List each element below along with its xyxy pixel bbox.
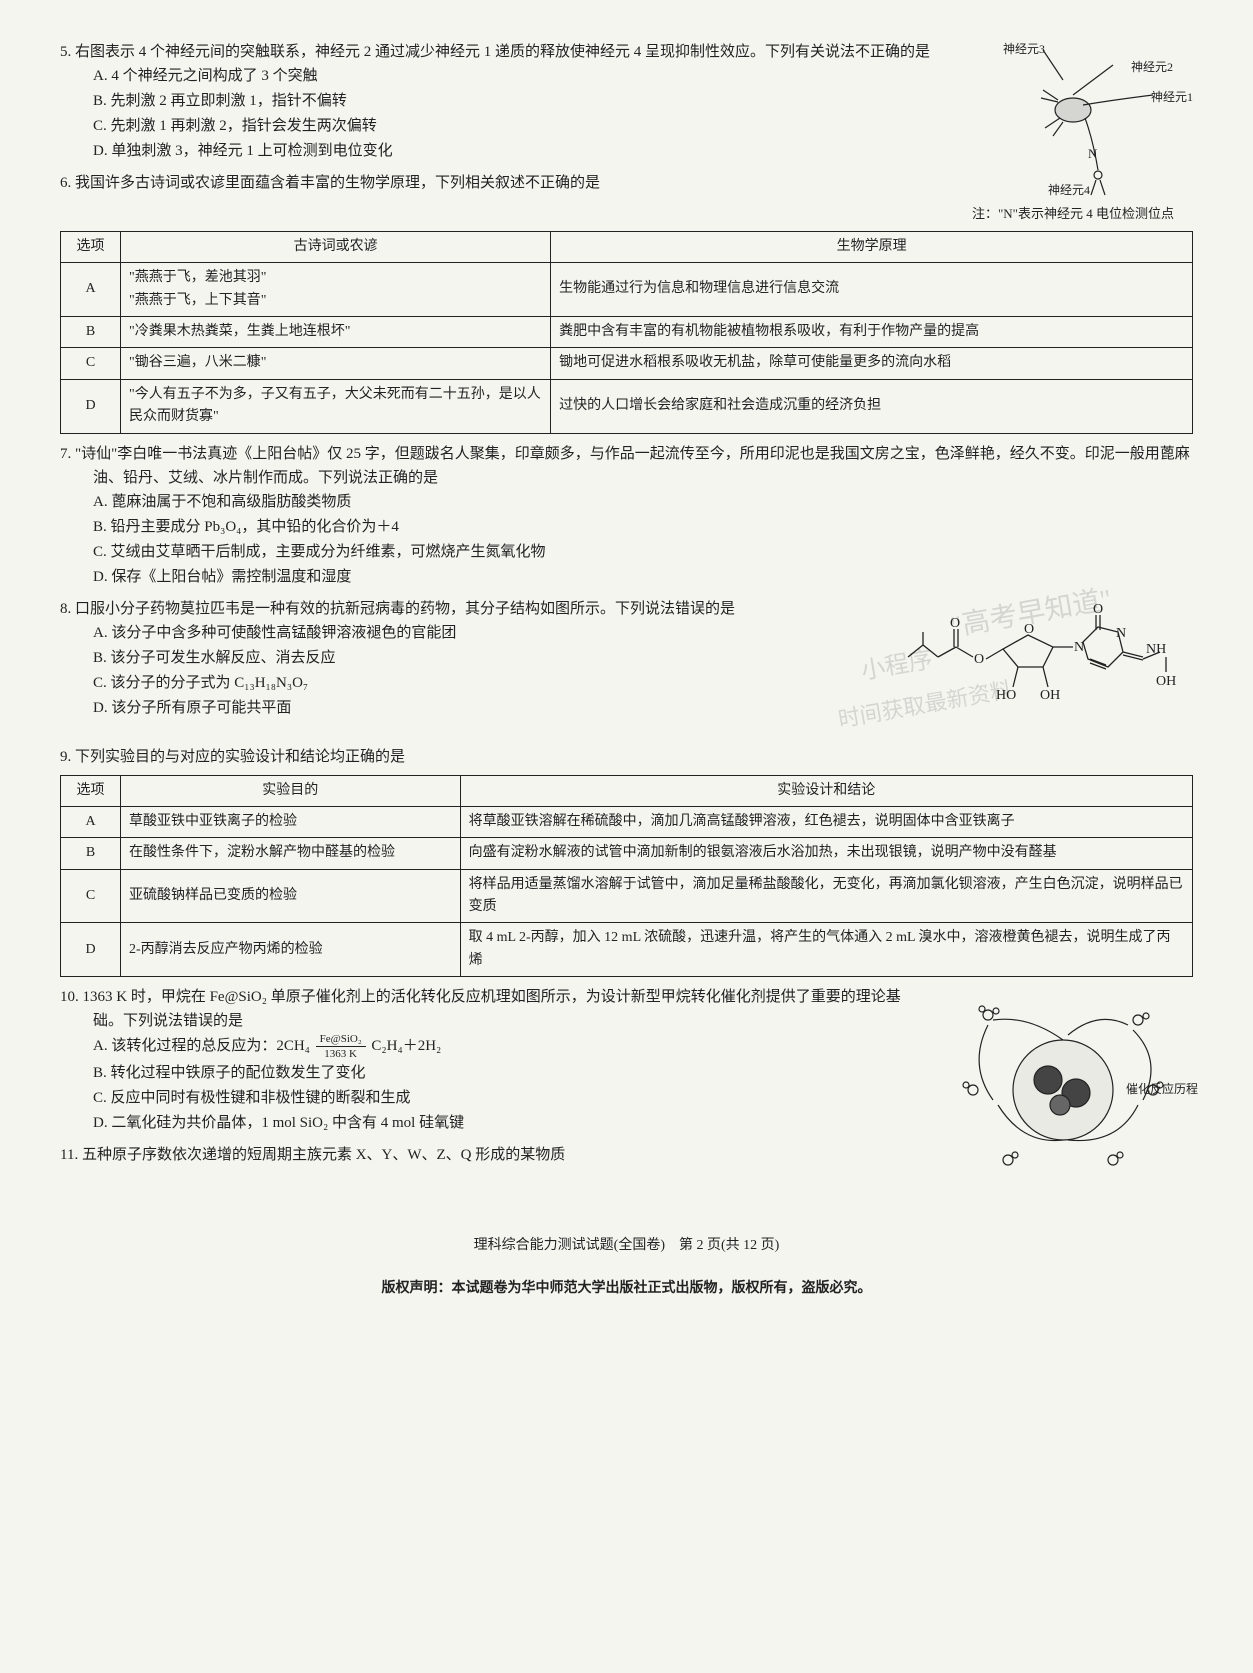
q7-opt-a: A. 蓖麻油属于不饱和高级脂肪酸类物质 [93, 490, 1193, 514]
q9-r2-c2: 将样品用适量蒸馏水溶解于试管中，滴加足量稀盐酸酸化，无变化，再滴加氯化钡溶液，产… [460, 869, 1192, 923]
svg-text:NH: NH [1146, 642, 1166, 657]
q9-r1-c0: B [61, 838, 121, 869]
q6-r1-c2: 粪肥中含有丰富的有机物能被植物根系吸收，有利于作物产量的提高 [551, 316, 1193, 347]
q6-r2-c2: 锄地可促进水稻根系吸收无机盐，除草可使能量更多的流向水稻 [551, 348, 1193, 379]
q6-r2-c0: C [61, 348, 121, 379]
q6-r3-c2: 过快的人口增长会给家庭和社会造成沉重的经济负担 [551, 379, 1193, 433]
question-7: 7. "诗仙"李白唯一书法真迹《上阳台帖》仅 25 字，但题跋名人聚集，印章颇多… [60, 442, 1193, 589]
svg-text:OH: OH [1040, 688, 1060, 703]
table-row: D"今人有五子不为多，子又有五子，大父未死而有二十五孙，是以人民众而财货寡"过快… [61, 379, 1193, 433]
table-row: A草酸亚铁中亚铁离子的检验将草酸亚铁溶解在稀硫酸中，滴加几滴高锰酸钾溶液，红色褪… [61, 806, 1193, 837]
page-footer: 理科综合能力测试试题(全国卷) 第 2 页(共 12 页) [60, 1235, 1193, 1257]
q6-r0-c0: A [61, 263, 121, 317]
neuron-4-label: 神经元4 [1048, 181, 1090, 200]
q6-r3-c1: "今人有五子不为多，子又有五子，大父未死而有二十五孙，是以人民众而财货寡" [121, 379, 551, 433]
q9-r2-c0: C [61, 869, 121, 923]
neuron-3-label: 神经元3 [1003, 40, 1045, 59]
neuron-diagram: N 神经元3 神经元2 神经元1 神经元4 [953, 40, 1193, 200]
mechanism-diagram: 催化反应历程 [933, 985, 1193, 1205]
question-5: N 神经元3 神经元2 神经元1 神经元4 注："N"表示神经元 4 电位检测位… [60, 40, 1193, 163]
molecule-svg: O O O HO OH N O [898, 597, 1188, 737]
svg-text:N: N [1116, 626, 1126, 641]
q7-opt-d: D. 保存《上阳台帖》需控制温度和湿度 [93, 565, 1193, 589]
q6-th-0: 选项 [61, 231, 121, 262]
svg-text:N: N [1088, 146, 1098, 161]
q9-r2-c1: 亚硫酸钠样品已变质的检验 [121, 869, 461, 923]
svg-text:O: O [974, 652, 984, 667]
svg-text:O: O [950, 616, 960, 631]
question-10: 催化反应历程 10. 1363 K 时，甲烷在 Fe@SiO₂ 单原子催化剂上的… [60, 985, 1193, 1135]
q6-r1-c1: "冷粪果木热粪菜，生粪上地连根坏" [121, 316, 551, 347]
copyright-footer: 版权声明：本试题卷为华中师范大学出版社正式出版物，版权所有，盗版必究。 [60, 1278, 1193, 1300]
q9-r1-c1: 在酸性条件下，淀粉水解产物中醛基的检验 [121, 838, 461, 869]
q9-r1-c2: 向盛有淀粉水解液的试管中滴加新制的银氨溶液后水浴加热，未出现银镜，说明产物中没有… [460, 838, 1192, 869]
svg-text:O: O [1093, 602, 1103, 617]
q7-stem: 7. "诗仙"李白唯一书法真迹《上阳台帖》仅 25 字，但题跋名人聚集，印章颇多… [60, 442, 1193, 490]
q9-r3-c1: 2-丙醇消去反应产物丙烯的检验 [121, 923, 461, 977]
q9-th-2: 实验设计和结论 [460, 775, 1192, 806]
reaction-cond-top: Fe@SiO₂ [320, 1033, 362, 1045]
q7-opt-c: C. 艾绒由艾草晒干后制成，主要成分为纤维素，可燃烧产生氮氧化物 [93, 540, 1193, 564]
q10-opt-a-pre: A. 该转化过程的总反应为：2CH₄ [93, 1038, 310, 1054]
neuron-diagram-area: N 神经元3 神经元2 神经元1 神经元4 注："N"表示神经元 4 电位检测位… [953, 40, 1193, 225]
q9-r3-c2: 取 4 mL 2-丙醇，加入 12 mL 浓硫酸，迅速升温，将产生的气体通入 2… [460, 923, 1192, 977]
q9-stem: 9. 下列实验目的与对应的实验设计和结论均正确的是 [60, 745, 1193, 769]
reaction-cond-bot: 1363 K [324, 1048, 357, 1060]
q9-th-1: 实验目的 [121, 775, 461, 806]
reaction-arrow: Fe@SiO₂ 1363 K [314, 1033, 368, 1060]
table-row: C亚硫酸钠样品已变质的检验将样品用适量蒸馏水溶解于试管中，滴加足量稀盐酸酸化，无… [61, 869, 1193, 923]
molecule-diagram: O O O HO OH N O [893, 597, 1193, 737]
q6-r0-c2: 生物能通过行为信息和物理信息进行信息交流 [551, 263, 1193, 317]
q9-r0-c2: 将草酸亚铁溶解在稀硫酸中，滴加几滴高锰酸钾溶液，红色褪去，说明固体中含亚铁离子 [460, 806, 1192, 837]
q6-table: 选项 古诗词或农谚 生物学原理 A"燕燕于飞，差池其羽" "燕燕于飞，上下其音"… [60, 231, 1193, 434]
svg-text:HO: HO [996, 688, 1016, 703]
q7-options: A. 蓖麻油属于不饱和高级脂肪酸类物质 B. 铅丹主要成分 Pb₃O₄，其中铅的… [60, 490, 1193, 589]
q9-table: 选项 实验目的 实验设计和结论 A草酸亚铁中亚铁离子的检验将草酸亚铁溶解在稀硫酸… [60, 775, 1193, 978]
neuron-caption: 注："N"表示神经元 4 电位检测位点 [953, 204, 1193, 225]
table-row: B"冷粪果木热粪菜，生粪上地连根坏"粪肥中含有丰富的有机物能被植物根系吸收，有利… [61, 316, 1193, 347]
q9-r0-c0: A [61, 806, 121, 837]
q6-r0-c1: "燕燕于飞，差池其羽" "燕燕于飞，上下其音" [121, 263, 551, 317]
q6-th-2: 生物学原理 [551, 231, 1193, 262]
molecule-diagram-area: O O O HO OH N O [893, 597, 1193, 737]
q6-r3-c0: D [61, 379, 121, 433]
q6-th-1: 古诗词或农谚 [121, 231, 551, 262]
table-row: A"燕燕于飞，差池其羽" "燕燕于飞，上下其音"生物能通过行为信息和物理信息进行… [61, 263, 1193, 317]
table-header-row: 选项 实验目的 实验设计和结论 [61, 775, 1193, 806]
table-row: D2-丙醇消去反应产物丙烯的检验取 4 mL 2-丙醇，加入 12 mL 浓硫酸… [61, 923, 1193, 977]
mechanism-diagram-area: 催化反应历程 [933, 985, 1193, 1205]
q7-opt-b: B. 铅丹主要成分 Pb₃O₄，其中铅的化合价为＋4 [93, 515, 1193, 539]
svg-text:OH: OH [1156, 674, 1176, 689]
table-header-row: 选项 古诗词或农谚 生物学原理 [61, 231, 1193, 262]
question-8: "高考早知道" 小程序 时间获取最新资料 O O O HO [60, 597, 1193, 737]
neuron-2-label: 神经元2 [1131, 58, 1173, 77]
mechanism-label: 催化反应历程 [1126, 1080, 1198, 1099]
q9-r0-c1: 草酸亚铁中亚铁离子的检验 [121, 806, 461, 837]
q6-r1-c0: B [61, 316, 121, 347]
table-row: B在酸性条件下，淀粉水解产物中醛基的检验向盛有淀粉水解液的试管中滴加新制的银氨溶… [61, 838, 1193, 869]
neuron-1-label: 神经元1 [1151, 88, 1193, 107]
q9-th-0: 选项 [61, 775, 121, 806]
table-row: C"锄谷三遍，八米二糠"锄地可促进水稻根系吸收无机盐，除草可使能量更多的流向水稻 [61, 348, 1193, 379]
question-9: 9. 下列实验目的与对应的实验设计和结论均正确的是 选项 实验目的 实验设计和结… [60, 745, 1193, 978]
svg-text:O: O [1024, 622, 1034, 637]
q6-r2-c1: "锄谷三遍，八米二糠" [121, 348, 551, 379]
q9-r3-c0: D [61, 923, 121, 977]
q10-opt-a-post: C₂H₄＋2H₂ [371, 1038, 441, 1054]
